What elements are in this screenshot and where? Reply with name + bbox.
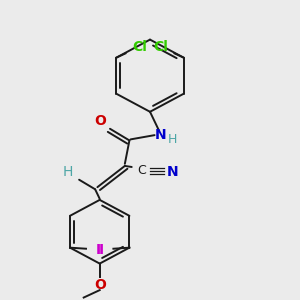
- Text: N: N: [154, 128, 166, 142]
- Text: O: O: [94, 114, 106, 128]
- Text: H: H: [62, 165, 73, 179]
- Text: N: N: [167, 165, 179, 179]
- Text: Cl: Cl: [132, 40, 147, 54]
- Text: I: I: [96, 243, 101, 257]
- Text: I: I: [98, 243, 104, 257]
- Text: O: O: [94, 278, 106, 292]
- Text: C: C: [138, 164, 146, 177]
- Text: H: H: [168, 133, 178, 146]
- Text: Cl: Cl: [153, 40, 168, 54]
